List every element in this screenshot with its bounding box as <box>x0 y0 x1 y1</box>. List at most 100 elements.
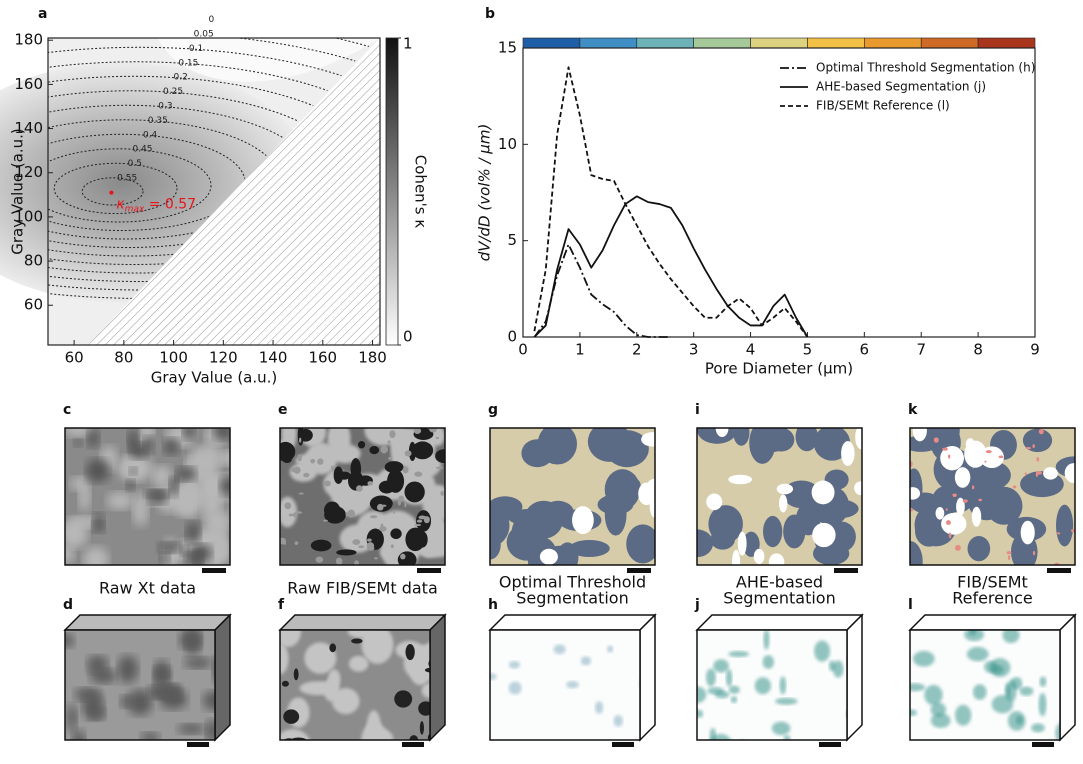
texture <box>367 538 372 542</box>
texture <box>184 656 212 669</box>
texture <box>315 556 324 563</box>
image <box>697 428 862 565</box>
texture <box>749 428 776 464</box>
texture <box>298 437 302 443</box>
texture <box>423 516 430 524</box>
texture <box>813 428 851 461</box>
texture <box>411 441 434 460</box>
color-bar-segment <box>920 37 979 49</box>
color-bar-segment <box>636 37 694 49</box>
contour-line <box>48 75 380 266</box>
scale-bar <box>187 742 209 747</box>
texture <box>293 668 299 681</box>
texture <box>728 474 753 485</box>
texture <box>125 479 135 491</box>
texture <box>606 645 614 653</box>
texture <box>297 455 302 462</box>
texture <box>347 630 374 639</box>
texture <box>163 438 180 456</box>
texture <box>1043 467 1058 480</box>
texture <box>390 428 407 471</box>
texture <box>992 665 1004 675</box>
texture <box>414 471 423 477</box>
texture <box>814 640 831 662</box>
texture <box>771 721 791 736</box>
texture <box>388 456 392 460</box>
texture <box>213 428 230 441</box>
volume-side <box>429 613 446 742</box>
texture <box>280 729 311 740</box>
kappa-max-point <box>109 190 114 195</box>
texture <box>1032 444 1035 448</box>
texture <box>910 683 926 692</box>
texture <box>1031 723 1045 733</box>
texture <box>144 489 169 499</box>
texture <box>783 735 791 740</box>
image <box>65 428 230 565</box>
texture <box>374 557 378 560</box>
legend-label: Optimal Threshold Segmentation (h) <box>816 61 1035 75</box>
y-tick-label: 160 <box>14 75 43 93</box>
x-tick-label: 120 <box>209 349 238 367</box>
texture <box>954 704 972 726</box>
texture <box>580 656 592 666</box>
texture <box>324 506 346 524</box>
texture <box>299 681 338 696</box>
texture <box>965 438 975 451</box>
y-tick-label: 140 <box>14 119 43 137</box>
texture <box>604 492 627 536</box>
texture <box>393 509 396 514</box>
colorbar-label: Cohen's κ <box>412 155 430 229</box>
texture <box>740 739 744 740</box>
texture <box>358 545 365 549</box>
texture <box>1004 683 1011 700</box>
texture <box>367 481 373 486</box>
x-tick-label: 60 <box>65 349 84 367</box>
texture <box>404 502 407 508</box>
texture <box>998 455 1004 459</box>
x-tick-label: 2 <box>632 341 642 359</box>
panel-label: k <box>908 402 918 418</box>
caption: Segmentation <box>516 589 628 608</box>
texture <box>121 455 143 478</box>
x-tick-label: 160 <box>308 349 337 367</box>
texture <box>962 499 968 503</box>
texture <box>119 694 133 709</box>
texture <box>490 529 501 560</box>
texture <box>754 677 772 695</box>
texture <box>1055 722 1060 740</box>
texture <box>812 522 836 548</box>
hatched-region <box>88 38 380 345</box>
texture <box>706 493 723 511</box>
texture <box>833 660 844 678</box>
texture <box>1032 550 1036 556</box>
contour-label: 0.15 <box>178 58 198 68</box>
texture <box>417 531 428 548</box>
image-frame <box>696 427 863 566</box>
texture <box>369 495 393 512</box>
contour-line <box>48 148 212 223</box>
texture <box>389 430 396 439</box>
texture <box>954 467 971 488</box>
texture <box>369 446 380 455</box>
texture <box>352 539 361 545</box>
texture <box>948 532 952 539</box>
x-tick-label: 8 <box>973 341 983 359</box>
texture <box>354 560 359 565</box>
texture <box>783 514 806 549</box>
caption: Raw Xt data <box>99 579 196 598</box>
texture <box>378 480 395 494</box>
texture <box>73 438 83 447</box>
y-tick-label: 5 <box>507 231 517 249</box>
texture <box>1070 528 1075 533</box>
texture <box>177 723 206 735</box>
texture <box>184 630 202 656</box>
texture <box>763 630 770 650</box>
texture <box>945 508 948 511</box>
texture <box>948 754 966 760</box>
scale-bar <box>402 742 424 747</box>
texture <box>202 748 218 760</box>
panel-label: b <box>485 6 495 22</box>
texture <box>127 429 140 452</box>
